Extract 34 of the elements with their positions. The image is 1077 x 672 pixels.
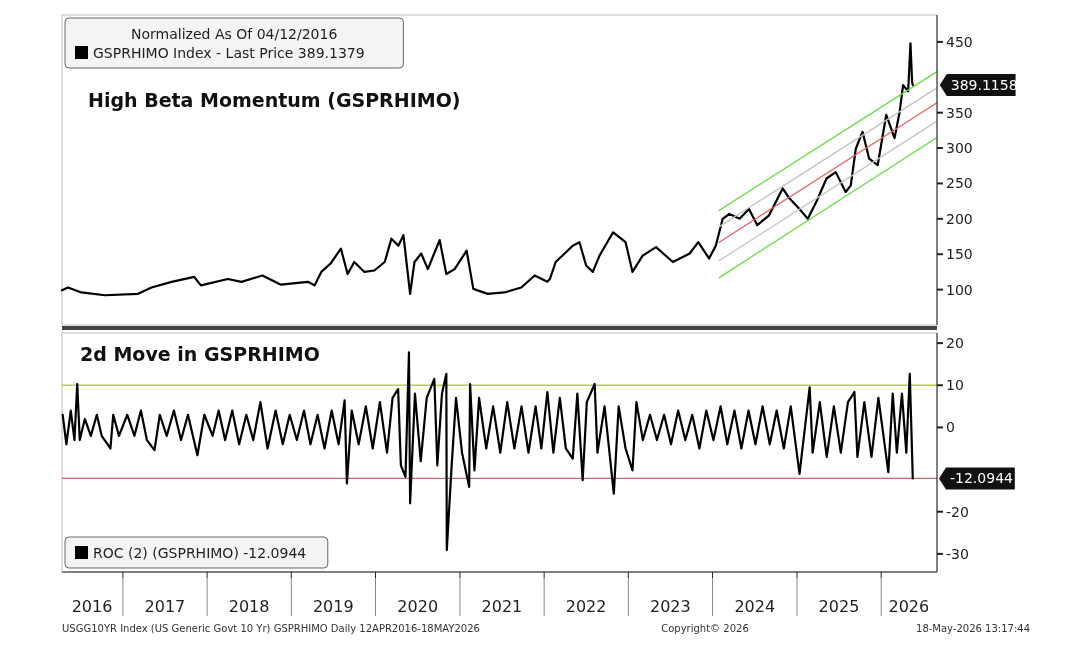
- y-tick-label: 150: [946, 246, 973, 263]
- legend-title: Normalized As Of 04/12/2016: [131, 26, 338, 42]
- ref-line-label: -12.0944: [950, 470, 1014, 487]
- x-tick-label: 2019: [312, 597, 354, 616]
- y-tick-label: 100: [946, 281, 973, 298]
- x-tick-label: 2021: [481, 597, 523, 616]
- y-tick-label: -20: [946, 503, 969, 520]
- y-tick-label: 450: [946, 33, 973, 50]
- text: 18-May-2026 13:17:44: [916, 623, 1030, 634]
- x-tick-label: 2022: [565, 597, 607, 616]
- x-tick-label: 2023: [649, 597, 691, 616]
- annotation: 389.1158: [950, 76, 1018, 93]
- x-tick-label: 2024: [734, 597, 776, 616]
- x-tick-label: 2026: [888, 597, 930, 616]
- line-series: [60, 42, 914, 297]
- text: USGG10YR Index (US Generic Govt 10 Yr) GSPRHIMO Daily 12APR2016-18MAY2026: [62, 623, 480, 634]
- legend-label: ROC (2) (GSPRHIMO) -12.0944: [93, 545, 307, 561]
- legend-label: GSPRHIMO Index - Last Price 389.1379: [93, 45, 365, 61]
- y-tick-label: 20: [946, 335, 964, 352]
- x-tick-label: 2016: [71, 597, 113, 616]
- y-tick-label: -30: [946, 545, 969, 562]
- y-tick-label: 10: [946, 377, 964, 394]
- y-tick-label: 250: [946, 175, 973, 192]
- x-tick-label: 2020: [397, 597, 439, 616]
- text: Copyright© 2026: [661, 623, 749, 634]
- text: 2d Move in GSPRHIMO: [80, 343, 320, 365]
- y-tick-label: 350: [946, 104, 973, 121]
- x-tick-label: 2018: [228, 597, 270, 616]
- y-tick-label: 200: [946, 210, 973, 227]
- x-tick-label: 2025: [818, 597, 860, 616]
- x-tick-label: 2017: [144, 597, 186, 616]
- y-tick-label: 300: [946, 140, 973, 157]
- text: High Beta Momentum (GSPRHIMO): [88, 89, 461, 111]
- y-tick-label: 0: [946, 419, 955, 436]
